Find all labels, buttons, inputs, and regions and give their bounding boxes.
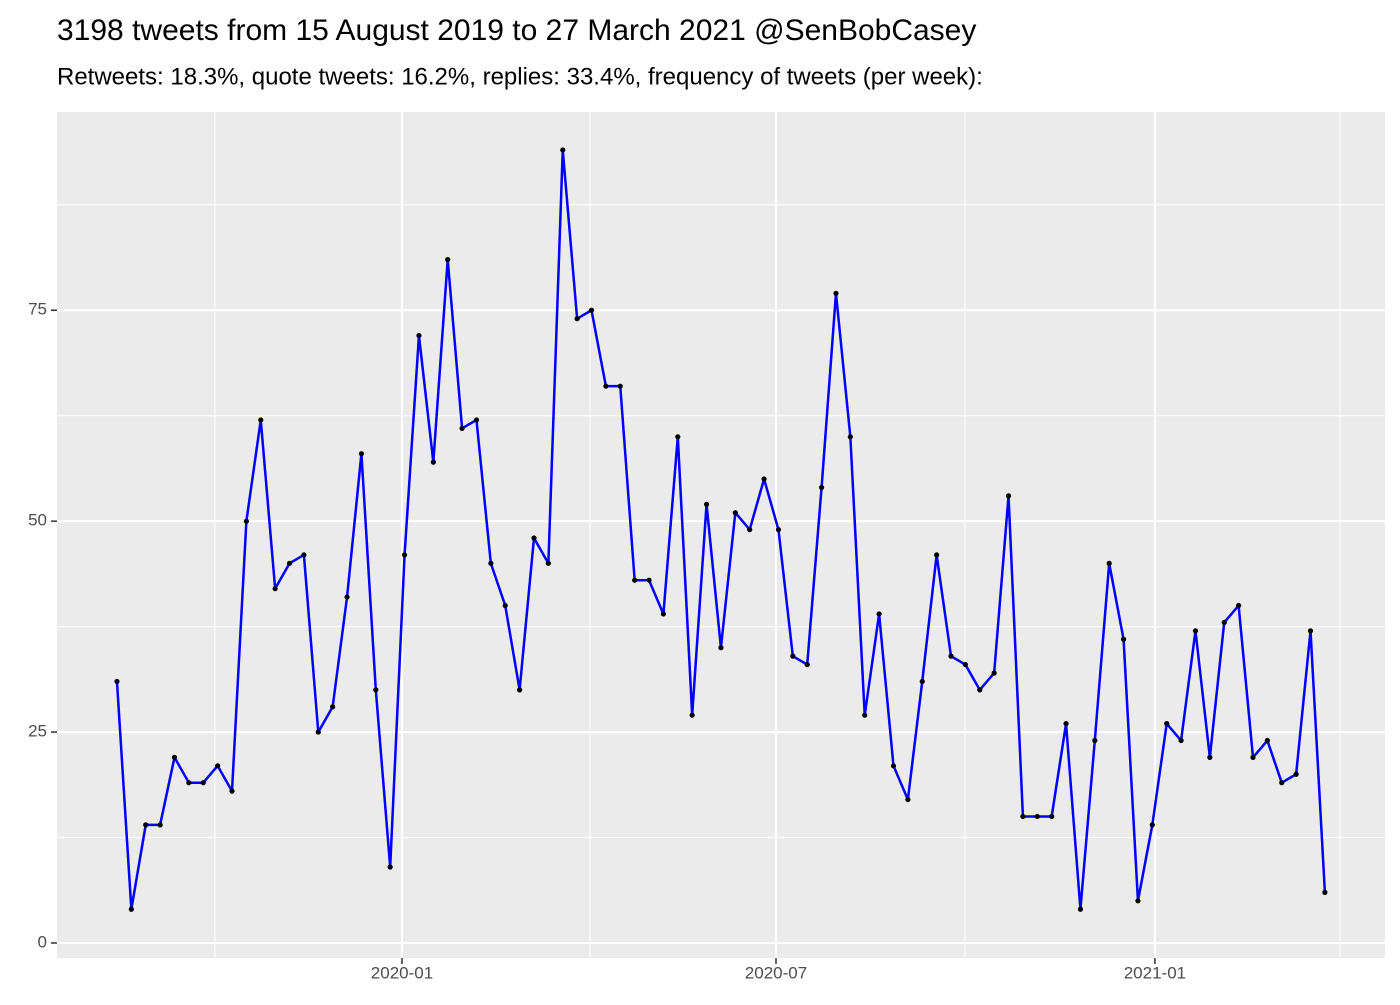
point — [358, 451, 365, 457]
point — [603, 383, 609, 389]
point — [200, 780, 206, 786]
point — [401, 552, 408, 558]
point — [560, 147, 566, 153]
point — [617, 383, 623, 389]
point — [186, 780, 192, 786]
point — [646, 577, 652, 583]
point — [229, 788, 235, 794]
point — [905, 796, 911, 803]
point — [1049, 813, 1055, 820]
point — [804, 661, 810, 668]
point — [1034, 813, 1040, 820]
point — [1005, 493, 1012, 499]
point — [689, 712, 695, 718]
point — [531, 535, 537, 541]
point — [1250, 754, 1256, 760]
point — [1149, 822, 1155, 828]
point — [258, 417, 264, 423]
point — [818, 484, 825, 491]
point — [1236, 602, 1242, 609]
point — [517, 687, 523, 693]
point — [747, 527, 753, 533]
point — [790, 653, 796, 659]
point — [171, 754, 178, 760]
point — [1063, 721, 1069, 727]
point — [876, 611, 882, 617]
point — [775, 527, 782, 533]
point — [1106, 560, 1112, 566]
point — [1077, 906, 1084, 912]
point — [934, 552, 940, 558]
point — [1221, 619, 1227, 626]
point — [660, 611, 667, 617]
point — [330, 704, 336, 710]
point — [948, 653, 954, 659]
point — [977, 687, 983, 693]
point — [1279, 780, 1285, 786]
point — [1293, 771, 1299, 777]
point — [1020, 813, 1026, 820]
point — [703, 501, 710, 507]
point — [1120, 636, 1127, 642]
point — [488, 560, 494, 566]
point — [128, 906, 134, 912]
point — [1135, 898, 1141, 904]
point — [143, 822, 149, 828]
point — [588, 307, 595, 313]
point — [272, 586, 278, 592]
point — [215, 763, 221, 769]
point — [473, 417, 480, 423]
chart-subtitle: Retweets: 18.3%, quote tweets: 16.2%, re… — [57, 63, 983, 90]
point — [373, 687, 379, 693]
point — [344, 594, 350, 600]
point — [718, 645, 724, 651]
x-tick-label: 2020-01 — [371, 963, 433, 982]
point — [890, 763, 897, 769]
point — [1178, 737, 1184, 744]
chart-title: 3198 tweets from 15 August 2019 to 27 Ma… — [57, 14, 976, 47]
plot-panel — [57, 112, 1385, 958]
point — [574, 316, 580, 322]
y-tick-label: 50 — [28, 511, 47, 530]
point — [761, 476, 767, 482]
point — [833, 290, 839, 296]
point — [1264, 737, 1270, 744]
point — [387, 864, 393, 870]
point — [862, 712, 868, 718]
point — [1322, 889, 1328, 895]
point — [632, 577, 638, 583]
point — [286, 560, 293, 566]
point — [1207, 754, 1213, 760]
point — [445, 257, 451, 263]
point — [962, 661, 968, 668]
point — [1092, 737, 1098, 744]
y-tick-label: 75 — [28, 300, 47, 319]
point — [416, 332, 422, 339]
point — [1192, 628, 1199, 634]
point — [114, 678, 120, 685]
point — [991, 670, 997, 676]
point — [301, 552, 307, 558]
point — [1307, 628, 1314, 634]
point — [459, 425, 465, 431]
point — [847, 434, 853, 440]
point — [919, 678, 925, 685]
point — [315, 729, 321, 735]
point — [243, 518, 249, 524]
point — [545, 560, 551, 566]
y-tick-label: 0 — [38, 932, 47, 951]
point — [732, 510, 738, 516]
x-tick-label: 2020-07 — [745, 963, 807, 982]
point — [502, 602, 508, 609]
x-tick-label: 2021-01 — [1124, 963, 1186, 982]
y-tick-label: 25 — [28, 722, 47, 741]
point — [1164, 721, 1170, 727]
point — [430, 459, 436, 465]
point — [157, 822, 163, 828]
point — [675, 434, 681, 440]
